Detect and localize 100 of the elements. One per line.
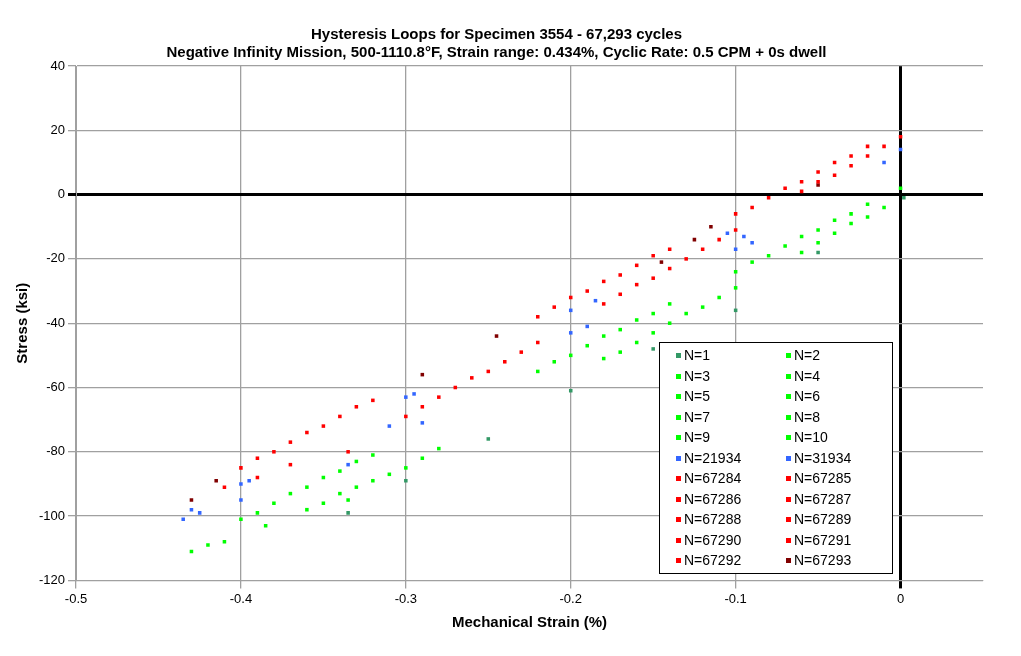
point — [568, 308, 573, 313]
y-tick-label: 0 — [57, 186, 66, 202]
point — [816, 241, 820, 245]
point — [321, 424, 326, 428]
point — [197, 511, 202, 515]
point — [882, 144, 886, 149]
chart-subtitle: Negative Infinity Mission, 500-1110.8°F, Strain range: 0.434%, Cyclic Rate: 0.5 CPM + 0s dwell — [166, 43, 827, 61]
legend-label: N=67287 — [794, 489, 852, 509]
legend-label: N=9 — [684, 428, 711, 448]
y-tick-label: -100 — [38, 507, 66, 523]
legend-label: N=1 — [684, 346, 711, 366]
point — [799, 179, 804, 184]
point — [371, 453, 375, 457]
point — [346, 450, 350, 454]
point — [288, 440, 293, 444]
point — [709, 224, 713, 229]
point — [684, 311, 688, 316]
y-tick-label: -80 — [46, 443, 66, 459]
point — [742, 234, 746, 239]
x-tick-label: 0 — [896, 590, 905, 606]
legend-label: N=4 — [794, 366, 821, 386]
point — [338, 469, 342, 473]
point — [181, 517, 185, 522]
point — [338, 414, 342, 419]
point — [222, 485, 227, 489]
legend-label: N=7 — [684, 407, 711, 427]
point — [651, 331, 655, 335]
point — [585, 289, 589, 293]
y-tick-label: -120 — [38, 571, 66, 587]
legend-label: N=10 — [794, 428, 828, 448]
point — [552, 305, 557, 309]
legend-label: N=67289 — [794, 510, 852, 530]
point — [503, 360, 507, 364]
point — [849, 212, 853, 216]
point — [354, 485, 359, 489]
point — [305, 485, 309, 489]
point — [882, 205, 886, 210]
point — [733, 286, 738, 290]
y-tick-label: -20 — [46, 250, 66, 266]
point — [783, 244, 787, 248]
point — [354, 405, 359, 409]
point — [849, 221, 853, 226]
y-tick-label: 20 — [50, 121, 66, 137]
legend-label: N=67290 — [684, 530, 742, 550]
point — [618, 273, 622, 277]
point — [733, 228, 738, 232]
point — [865, 202, 870, 207]
legend-label: N=5 — [684, 387, 711, 407]
point — [535, 315, 540, 319]
point — [239, 466, 243, 470]
point — [651, 276, 655, 280]
point — [420, 421, 425, 425]
point — [601, 302, 606, 306]
point — [470, 376, 474, 380]
point — [783, 186, 787, 190]
point — [849, 163, 853, 168]
legend-label: N=67285 — [794, 469, 852, 489]
y-tick-label: -40 — [46, 314, 66, 330]
point — [684, 257, 688, 261]
x-tick-label: -0.2 — [559, 590, 582, 606]
legend-label: N=6 — [794, 387, 821, 407]
point — [412, 392, 416, 396]
point — [247, 478, 251, 483]
point — [486, 437, 491, 441]
point — [700, 247, 705, 252]
x-tick-label: -0.1 — [724, 590, 747, 606]
point — [346, 511, 350, 515]
point — [733, 212, 738, 216]
point — [651, 347, 655, 351]
point — [214, 478, 218, 483]
point — [717, 237, 721, 242]
point — [651, 311, 655, 316]
point — [898, 186, 903, 190]
legend-label: N=2 — [794, 346, 821, 366]
legend-label: N=31934 — [794, 448, 852, 468]
legend-label: N=67292 — [684, 551, 742, 571]
point — [659, 260, 664, 264]
point — [420, 456, 425, 460]
point — [816, 250, 820, 255]
point — [618, 350, 622, 354]
point — [733, 269, 738, 274]
x-axis-title: Mechanical Strain (%) — [451, 613, 608, 631]
point — [816, 179, 820, 184]
point — [849, 154, 853, 158]
point — [338, 491, 342, 496]
point — [189, 498, 194, 502]
point — [346, 498, 350, 502]
legend-label: N=21934 — [684, 448, 742, 468]
point — [371, 398, 375, 403]
legend-label: N=67284 — [684, 469, 742, 489]
point — [667, 247, 672, 252]
y-tick-label: 40 — [50, 57, 66, 73]
point — [700, 305, 705, 309]
point — [816, 228, 820, 232]
point — [651, 253, 655, 258]
x-tick-label: -0.3 — [394, 590, 418, 606]
point — [321, 501, 326, 506]
point — [816, 170, 820, 174]
point — [239, 482, 243, 486]
point — [585, 324, 589, 329]
